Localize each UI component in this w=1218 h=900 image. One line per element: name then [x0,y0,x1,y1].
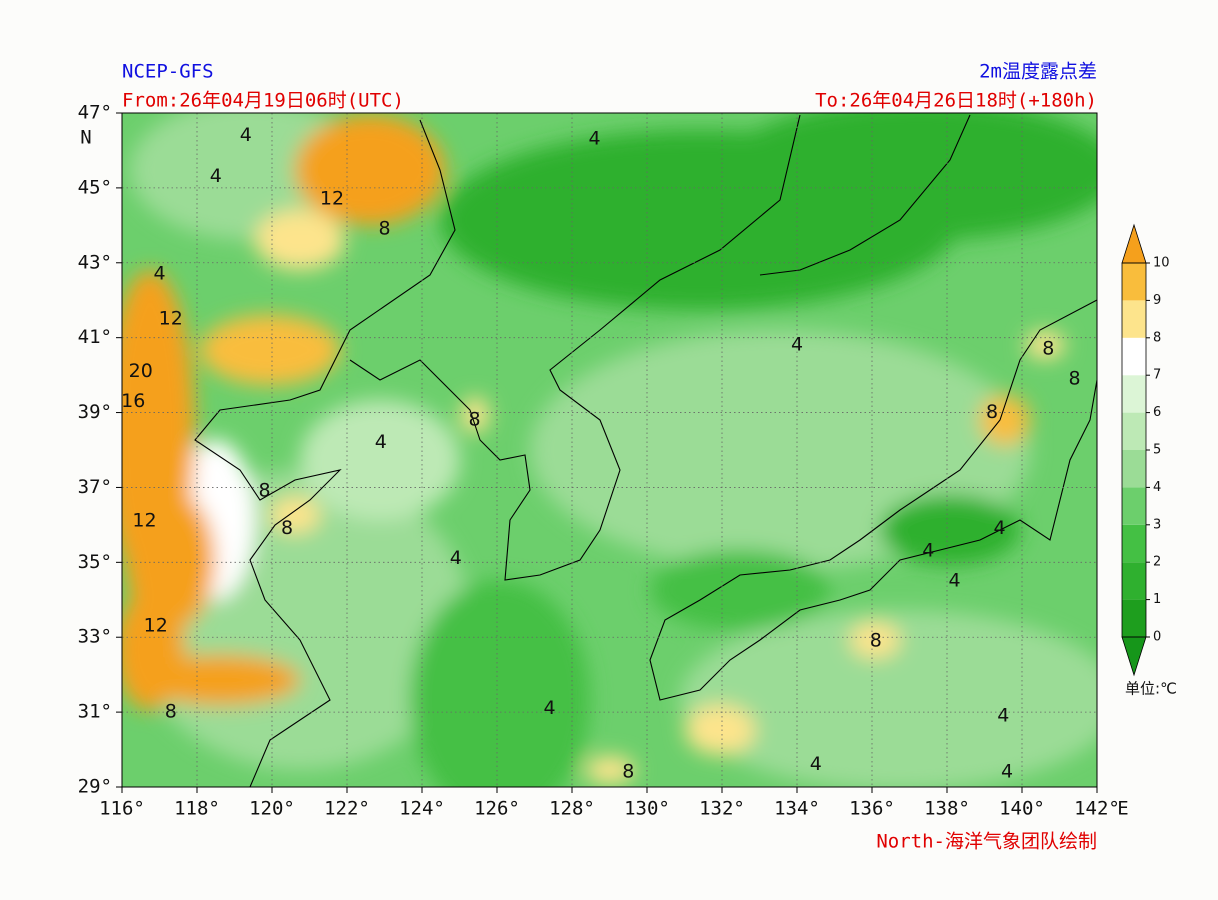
contour-label: 8 [870,629,882,651]
colorbar-band [1122,487,1146,525]
x-tick-label: 136° [849,798,895,820]
contour-label: 4 [1001,761,1013,783]
coastlines [194,114,1097,787]
y-tick-label: 29° [78,776,112,798]
contour-label: 12 [144,614,168,636]
colorbar-label: 7 [1153,368,1161,383]
y-tick-label: 31° [78,701,112,723]
colorbar-unit: 单位:℃ [1125,680,1177,698]
contour-label: 4 [543,697,555,719]
contour-label: 4 [153,263,165,285]
contour-label: 12 [132,510,156,532]
colorbar: 0 1 2 3 4 5 6 7 8 9 10 [1121,223,1170,677]
contour-label: 4 [450,547,462,569]
colorbar-label: 4 [1153,480,1161,495]
credit: North-海洋气象团队绘制 [876,831,1097,853]
colorbar-label: 5 [1153,443,1161,458]
colorbar-label: 8 [1153,330,1161,345]
contour-label: 4 [588,128,600,150]
contour-label: 4 [810,753,822,775]
contour-label: 8 [622,761,634,783]
x-tick-label: 120° [249,798,295,820]
colorbar-band [1122,375,1146,413]
x-tick-label: 126° [474,798,520,820]
contour-label: 4 [791,334,803,356]
field-shading [122,113,1097,787]
colorbar-band [1122,562,1146,600]
x-axis-unit: E [1117,798,1128,820]
map-frame [121,112,1098,788]
contour-label: 12 [159,307,183,329]
x-tick-label: 132° [699,798,745,820]
contour-label: 8 [165,701,177,723]
contour-label: 16 [121,390,145,412]
x-tick-label: 124° [399,798,445,820]
valid-to: To:26年04月26日18时(+180h) [815,90,1097,112]
field [122,113,1097,787]
colorbar-label: 2 [1153,555,1161,570]
y-tick-label: 41° [78,326,112,348]
y-tick-label: 35° [78,551,112,573]
colorbar-label: 1 [1153,592,1161,607]
x-tick-label: 118° [174,798,220,820]
contour-label: 12 [320,188,344,210]
colorbar-band [1122,450,1146,488]
x-tick-label: 116° [99,798,145,820]
contour-label: 4 [997,704,1009,726]
contour-label: 4 [375,431,387,453]
contour-label: 8 [1068,367,1080,389]
colorbar-label: 9 [1153,293,1161,308]
y-axis-unit: N [80,127,91,149]
contour-label: 8 [281,517,293,539]
colorbar-band [1122,524,1146,563]
x-tick-label: 142° [1074,798,1120,820]
contour-label: 8 [986,401,998,423]
y-tick-label: 37° [78,476,112,498]
colorbar-label: 3 [1153,517,1161,532]
contour-label: 4 [948,570,960,592]
colorbar-band [1122,263,1146,301]
contour-label: 8 [468,409,480,431]
contour-label: 8 [1042,337,1054,359]
contour-label: 4 [240,124,252,146]
colorbar-band [1122,300,1146,338]
colorbar-band [1122,599,1146,637]
colorbar-under [1121,636,1147,677]
axis-ticks: 116° 118° 120° 122° 124° 126° 128° 130° 132° 134°… [78,102,1129,820]
contour-label: 4 [922,540,934,562]
contour-label: 8 [378,218,390,240]
x-tick-label: 128° [549,798,595,820]
y-tick-label: 45° [78,176,112,198]
valid-from: From:26年04月19日06时(UTC) [122,90,404,112]
y-tick-label: 43° [78,251,112,273]
colorbar-label: 6 [1153,405,1161,420]
contour-label: 4 [993,517,1005,539]
model-name: NCEP-GFS [122,61,214,83]
colorbar-band [1122,337,1146,376]
x-tick-label: 122° [324,798,370,820]
contour-label: 8 [258,480,270,502]
contour-label: 20 [129,360,153,382]
colorbar-over [1121,223,1147,264]
y-tick-label: 39° [78,401,112,423]
x-tick-label: 134° [774,798,820,820]
y-tick-label: 33° [78,626,112,648]
colorbar-band [1122,412,1146,450]
x-tick-label: 130° [624,798,670,820]
x-tick-label: 138° [924,798,970,820]
y-tick-label: 47° [78,102,112,124]
colorbar-label: 10 [1153,256,1170,271]
colorbar-label: 0 [1153,630,1161,645]
contour-label: 4 [210,165,222,187]
x-tick-label: 140° [999,798,1045,820]
map-title: 2m温度露点差 [979,61,1097,83]
